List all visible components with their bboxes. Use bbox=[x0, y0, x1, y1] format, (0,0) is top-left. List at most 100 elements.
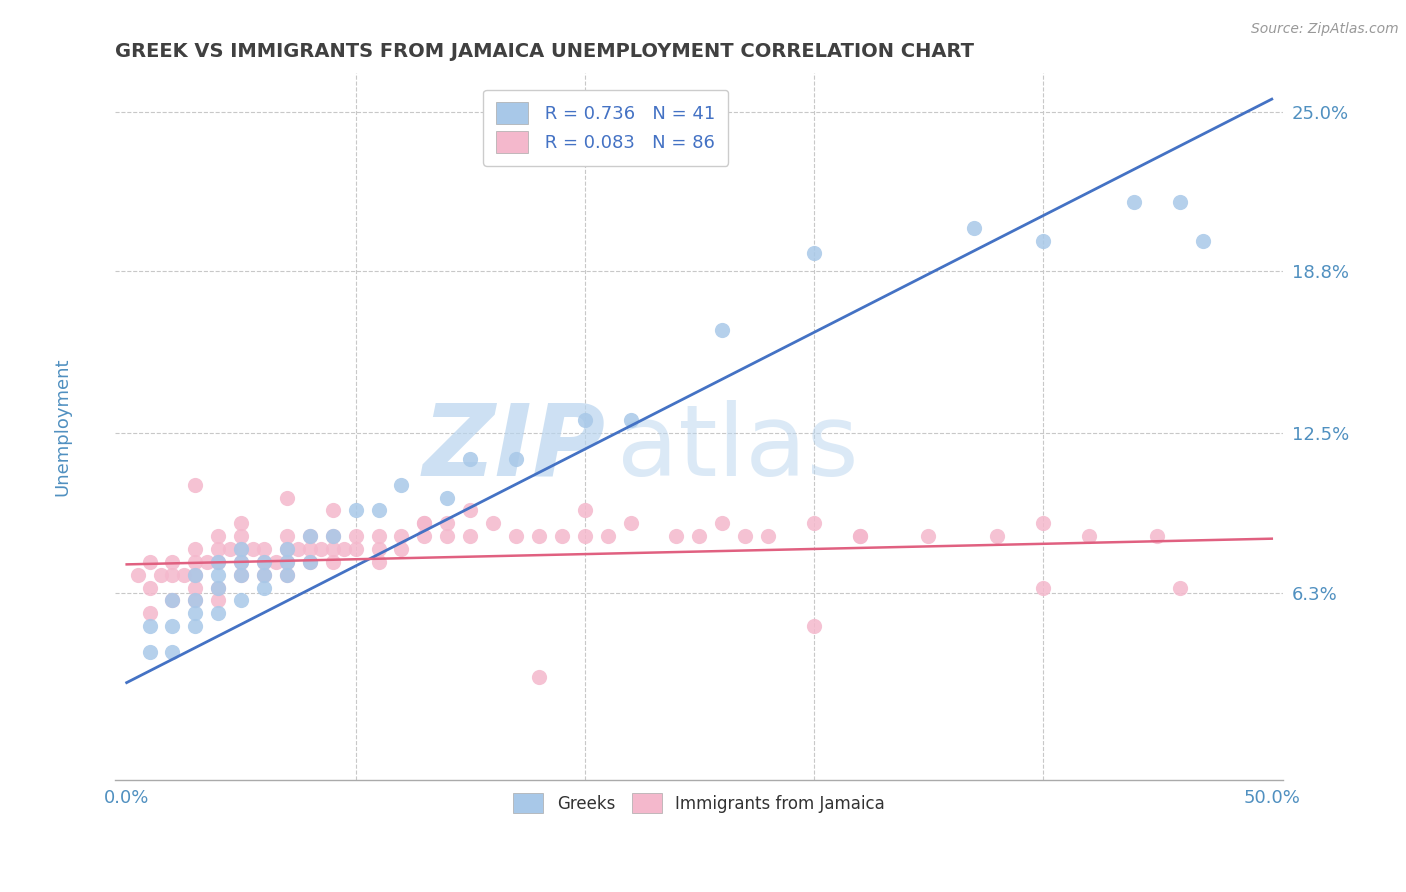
Point bbox=[574, 529, 596, 543]
Point bbox=[711, 516, 734, 531]
Point bbox=[162, 555, 184, 569]
Point bbox=[231, 567, 253, 582]
Text: ZIP: ZIP bbox=[423, 400, 606, 497]
Text: Unemployment: Unemployment bbox=[53, 358, 72, 496]
Point bbox=[596, 529, 619, 543]
Point bbox=[162, 593, 184, 607]
Point bbox=[184, 606, 207, 620]
Point bbox=[207, 581, 229, 595]
Point bbox=[711, 323, 734, 337]
Point bbox=[184, 555, 207, 569]
Point bbox=[184, 477, 207, 491]
Point bbox=[1032, 516, 1054, 531]
Point bbox=[322, 529, 344, 543]
Point bbox=[527, 529, 550, 543]
Point bbox=[1032, 581, 1054, 595]
Point bbox=[298, 529, 321, 543]
Point bbox=[287, 541, 309, 556]
Point bbox=[207, 555, 229, 569]
Point bbox=[803, 246, 825, 260]
Point bbox=[734, 529, 756, 543]
Point bbox=[436, 516, 458, 531]
Point bbox=[276, 529, 298, 543]
Text: atlas: atlas bbox=[617, 400, 859, 497]
Point bbox=[803, 516, 825, 531]
Point bbox=[1032, 234, 1054, 248]
Point bbox=[413, 516, 436, 531]
Point bbox=[458, 529, 481, 543]
Point bbox=[138, 606, 160, 620]
Point bbox=[184, 619, 207, 633]
Point bbox=[184, 541, 207, 556]
Point bbox=[276, 567, 298, 582]
Point bbox=[505, 452, 527, 467]
Point bbox=[1168, 194, 1191, 209]
Point bbox=[1192, 234, 1215, 248]
Point bbox=[195, 555, 218, 569]
Point bbox=[276, 541, 298, 556]
Point bbox=[184, 593, 207, 607]
Point bbox=[367, 529, 389, 543]
Point bbox=[127, 567, 149, 582]
Point bbox=[253, 555, 276, 569]
Point bbox=[311, 541, 333, 556]
Point bbox=[391, 541, 413, 556]
Point bbox=[986, 529, 1008, 543]
Point bbox=[231, 541, 253, 556]
Point bbox=[322, 555, 344, 569]
Point bbox=[253, 567, 276, 582]
Point bbox=[138, 555, 160, 569]
Point bbox=[231, 593, 253, 607]
Text: GREEK VS IMMIGRANTS FROM JAMAICA UNEMPLOYMENT CORRELATION CHART: GREEK VS IMMIGRANTS FROM JAMAICA UNEMPLO… bbox=[115, 42, 974, 61]
Point bbox=[207, 593, 229, 607]
Point bbox=[276, 555, 298, 569]
Point bbox=[344, 529, 367, 543]
Point bbox=[1123, 194, 1146, 209]
Point bbox=[367, 503, 389, 517]
Point bbox=[458, 503, 481, 517]
Point bbox=[1077, 529, 1099, 543]
Point bbox=[574, 503, 596, 517]
Point bbox=[322, 503, 344, 517]
Point bbox=[551, 529, 574, 543]
Point bbox=[322, 541, 344, 556]
Point bbox=[162, 567, 184, 582]
Point bbox=[391, 529, 413, 543]
Point bbox=[207, 606, 229, 620]
Point bbox=[138, 645, 160, 659]
Text: Source: ZipAtlas.com: Source: ZipAtlas.com bbox=[1251, 22, 1399, 37]
Point bbox=[367, 555, 389, 569]
Point bbox=[848, 529, 870, 543]
Point bbox=[527, 671, 550, 685]
Point bbox=[184, 593, 207, 607]
Point bbox=[231, 516, 253, 531]
Point bbox=[482, 516, 505, 531]
Point bbox=[367, 541, 389, 556]
Point bbox=[276, 555, 298, 569]
Legend: Greeks, Immigrants from Jamaica: Greeks, Immigrants from Jamaica bbox=[502, 781, 897, 825]
Point bbox=[917, 529, 939, 543]
Point bbox=[162, 619, 184, 633]
Point bbox=[173, 567, 195, 582]
Point bbox=[619, 516, 641, 531]
Point bbox=[756, 529, 779, 543]
Point bbox=[207, 541, 229, 556]
Point bbox=[231, 529, 253, 543]
Point bbox=[253, 581, 276, 595]
Point bbox=[242, 541, 264, 556]
Point bbox=[436, 529, 458, 543]
Point bbox=[231, 567, 253, 582]
Point bbox=[803, 619, 825, 633]
Point bbox=[162, 645, 184, 659]
Point bbox=[436, 491, 458, 505]
Point bbox=[688, 529, 710, 543]
Point bbox=[276, 491, 298, 505]
Point bbox=[231, 541, 253, 556]
Point bbox=[505, 529, 527, 543]
Point bbox=[231, 555, 253, 569]
Point bbox=[138, 619, 160, 633]
Point bbox=[963, 220, 986, 235]
Point bbox=[207, 555, 229, 569]
Point bbox=[391, 477, 413, 491]
Point bbox=[253, 555, 276, 569]
